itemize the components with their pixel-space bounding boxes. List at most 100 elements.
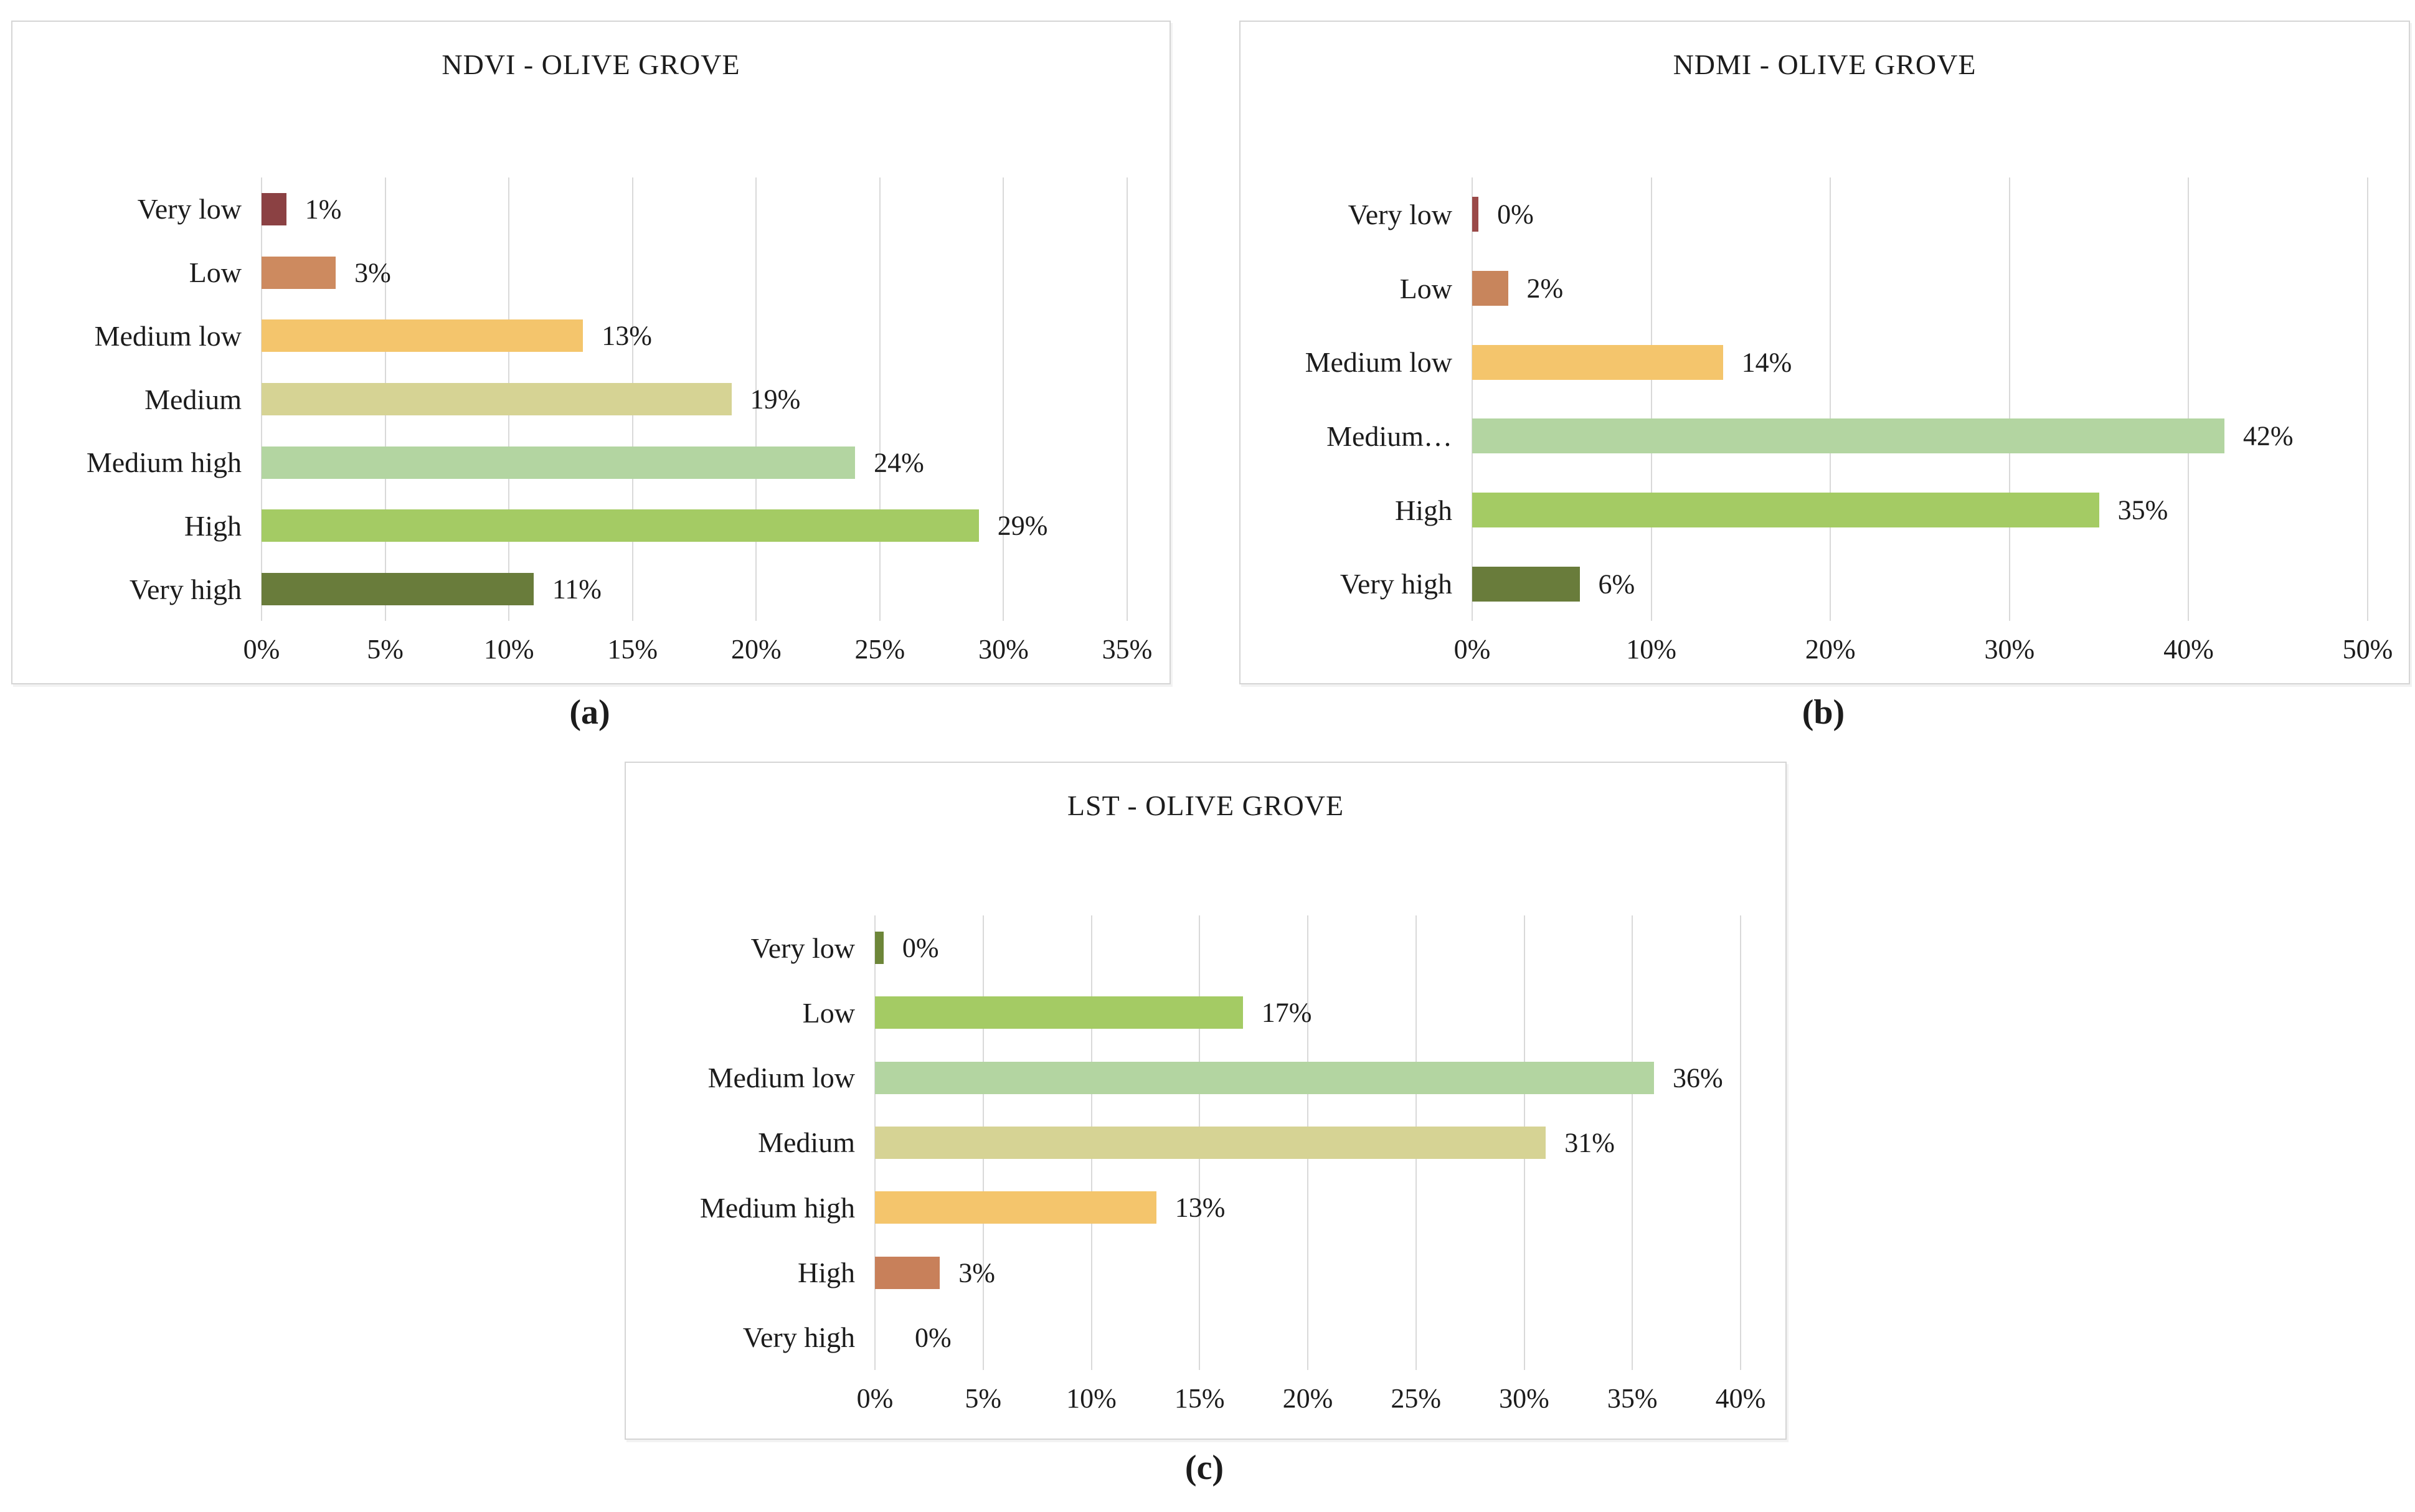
value-label: 11% (552, 574, 602, 605)
bar-row: 31% (875, 1110, 1741, 1175)
bar (875, 932, 884, 965)
category-label: High (1395, 494, 1452, 526)
x-tick-label: 0% (1453, 634, 1491, 664)
value-label: 13% (1174, 1192, 1226, 1223)
value-label: 2% (1526, 273, 1564, 304)
bar-row: 6% (1472, 547, 2368, 621)
value-label: 6% (1598, 569, 1635, 600)
category-label: Medium low (94, 319, 242, 352)
panel-caption-a: (a) (569, 693, 610, 732)
chart-title: NDMI - OLIVE GROVE (1673, 49, 1977, 80)
bar (875, 1256, 940, 1289)
value-label: 13% (602, 320, 652, 351)
bar-row: 29% (262, 494, 1127, 558)
bar-rows: 0% 2% 14% 42% 35% 6% (1472, 177, 2368, 621)
category-label: Low (1399, 272, 1452, 305)
x-tick-label: 0% (243, 634, 280, 664)
bar (1472, 493, 2099, 528)
category-label: Very high (1340, 568, 1452, 600)
value-label: 31% (1564, 1127, 1615, 1158)
bar (262, 319, 584, 352)
gridline (2367, 177, 2368, 621)
plot-area: 0% 17% 36% 31% 13% 3% 0% (874, 915, 1741, 1370)
bar-row: 42% (1472, 399, 2368, 473)
category-label: Very high (129, 573, 242, 605)
gridline (2008, 177, 2010, 621)
bar-row: 36% (875, 1046, 1741, 1110)
bar (262, 573, 534, 606)
bar (262, 383, 732, 416)
category-labels: Very low Low Medium low Medium Medium high Hi… (12, 177, 242, 621)
category-label: Medium high (86, 447, 242, 479)
x-tick-label: 35% (1607, 1383, 1658, 1414)
bar (875, 1126, 1546, 1159)
x-tick-label: 30% (1984, 634, 2035, 664)
plot-area: 1% 3% 13% 19% 24% 29% 11% (261, 177, 1128, 621)
x-tick-label: 0% (856, 1383, 894, 1414)
bar-row: 24% (262, 431, 1127, 494)
value-label: 29% (997, 510, 1048, 541)
gridline (1632, 915, 1633, 1370)
x-tick-label: 10% (1626, 634, 1676, 664)
x-tick-label: 10% (1066, 1383, 1117, 1414)
gridline (1740, 915, 1741, 1370)
value-label: 19% (750, 384, 801, 415)
bar-row: 1% (262, 177, 1127, 241)
category-label: Medium… (1326, 420, 1452, 452)
x-tick-label: 40% (2163, 634, 2214, 664)
category-label: Medium (758, 1127, 855, 1159)
bar-row: 17% (875, 980, 1741, 1045)
bar-row: 3% (262, 241, 1127, 305)
value-label: 3% (354, 257, 391, 288)
value-label: 0% (915, 1322, 952, 1353)
category-label: Low (802, 996, 855, 1029)
bar (875, 996, 1243, 1029)
bar-rows: 1% 3% 13% 19% 24% 29% 11% (262, 177, 1127, 621)
value-label: 36% (1673, 1062, 1723, 1094)
bar-row: 13% (262, 304, 1127, 367)
category-label: High (798, 1257, 855, 1289)
value-label: 3% (958, 1257, 995, 1288)
category-label: Medium (144, 383, 242, 415)
bar (875, 1061, 1654, 1094)
bar (1472, 344, 1723, 380)
bar (1472, 271, 1508, 306)
plot-area: 0% 2% 14% 42% 35% 6% (1472, 177, 2368, 621)
category-label: High (184, 509, 242, 542)
bar-row: 2% (1472, 252, 2368, 326)
bar-row: 19% (262, 367, 1127, 431)
category-label: Very high (742, 1321, 855, 1354)
bar (262, 256, 336, 289)
bar-row: 3% (875, 1240, 1741, 1305)
chart-title: LST - OLIVE GROVE (1067, 790, 1345, 821)
x-tick-label: 30% (1499, 1383, 1549, 1414)
gridline (1003, 177, 1004, 621)
bar-row: 14% (1472, 325, 2368, 399)
bar (262, 446, 856, 479)
x-tick-label: 25% (854, 634, 905, 664)
chart-panel-ndvi: NDVI - OLIVE GROVE Very low Low Medium low… (11, 21, 1171, 684)
value-label: 0% (1497, 199, 1534, 230)
bar-row: 0% (875, 915, 1741, 980)
x-tick-label: 50% (2342, 634, 2393, 664)
value-label: 17% (1261, 997, 1312, 1028)
x-tick-label: 15% (607, 634, 658, 664)
value-label: 1% (305, 194, 342, 225)
value-label: 14% (1741, 347, 1792, 378)
category-labels: Very low Low Medium low Medium Medium high Hi… (626, 915, 855, 1370)
panel-caption-b: (b) (1802, 693, 1845, 732)
bar-row: 0% (875, 1305, 1741, 1370)
panel-caption-c: (c) (1184, 1448, 1224, 1487)
x-tick-label: 20% (1282, 1383, 1333, 1414)
x-tick-label: 20% (730, 634, 782, 664)
category-label: Medium low (707, 1062, 855, 1094)
value-label: 0% (902, 932, 939, 963)
x-tick-label: 15% (1174, 1383, 1225, 1414)
gridline (1127, 177, 1128, 621)
chart-panel-lst: LST - OLIVE GROVE Very low Low Medium low M… (625, 762, 1787, 1440)
category-label: Medium low (1305, 346, 1452, 379)
bar (1472, 566, 1580, 602)
gridline (2188, 177, 2190, 621)
gridline (755, 177, 757, 621)
